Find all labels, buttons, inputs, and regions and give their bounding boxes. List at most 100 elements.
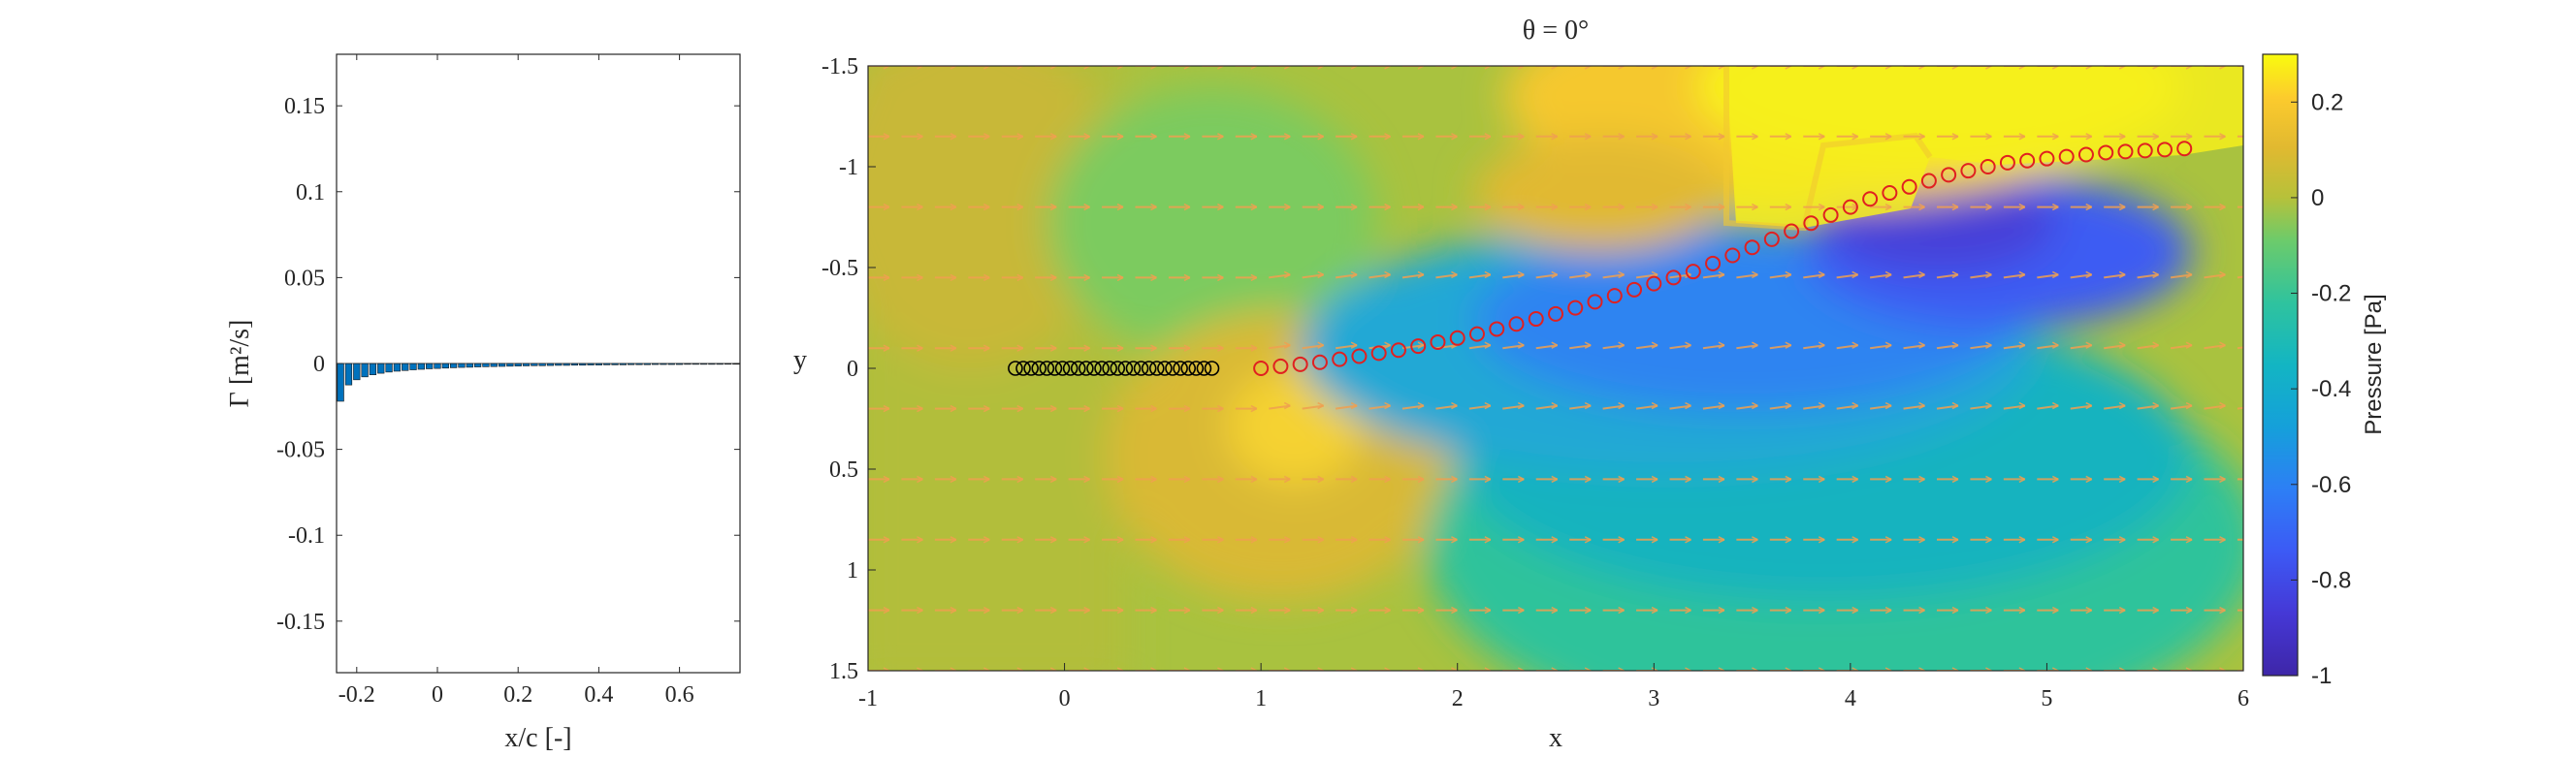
bound-vortex-marker xyxy=(1204,361,1220,376)
circulation-bar xyxy=(337,363,344,402)
velocity-arrowhead xyxy=(1417,203,1425,211)
velocity-arrow xyxy=(1869,344,1892,350)
wake-vortex-marker xyxy=(1567,300,1584,316)
velocity-arrow xyxy=(2170,273,2193,279)
velocity-arrowhead xyxy=(1250,344,1258,352)
velocity-arrowhead xyxy=(1918,475,1925,484)
velocity-arrow xyxy=(1335,344,1358,350)
velocity-arrowhead xyxy=(1718,536,1725,544)
velocity-arrowhead xyxy=(2185,606,2193,615)
colorbar-tick-label: -1 xyxy=(2311,663,2332,689)
velocity-arrowhead xyxy=(1618,475,1625,484)
y-tick-label: 1 xyxy=(847,558,858,584)
velocity-arrowhead xyxy=(1150,606,1157,615)
circulation-x-label: x/c [-] xyxy=(504,723,571,753)
velocity-arrowhead xyxy=(1985,203,1992,211)
velocity-arrowhead xyxy=(2018,341,2026,349)
circulation-bar xyxy=(353,363,361,381)
velocity-arrowhead xyxy=(1951,203,1959,211)
bound-vortex-marker xyxy=(1046,361,1063,376)
velocity-arrowhead xyxy=(1985,536,1992,544)
velocity-arrowhead xyxy=(1283,133,1291,141)
velocity-arrow xyxy=(2137,404,2159,410)
velocity-arrow xyxy=(2037,273,2059,279)
pressure-x-ticks: -1 0 1 2 3 4 5 6 xyxy=(858,663,2249,711)
velocity-arrowhead xyxy=(1016,273,1024,282)
velocity-arrow xyxy=(1302,273,1324,279)
velocity-arrowhead xyxy=(1384,401,1391,410)
velocity-arrowhead xyxy=(1517,401,1525,410)
velocity-arrowhead xyxy=(1651,475,1658,484)
circulation-y-ticks: 0.15 0.1 0.05 0 -0.05 -0.1 -0.15 xyxy=(276,94,740,635)
velocity-arrowhead xyxy=(1116,273,1124,282)
velocity-arrowhead xyxy=(2253,134,2259,140)
velocity-arrowhead xyxy=(1517,341,1525,349)
velocity-arrowhead xyxy=(1852,475,1859,484)
velocity-arrowhead xyxy=(1317,133,1325,141)
x-tick-label: 5 xyxy=(2041,686,2052,711)
velocity-arrowhead xyxy=(1283,401,1291,410)
velocity-arrowhead xyxy=(2018,606,2026,615)
velocity-arrowhead xyxy=(1016,203,1024,211)
velocity-arrowhead xyxy=(2219,270,2226,279)
velocity-arrowhead xyxy=(1918,401,1925,410)
wake-vortex-marker xyxy=(1784,223,1800,239)
velocity-arrow xyxy=(1970,404,1992,410)
velocity-arrowhead xyxy=(1852,133,1859,141)
velocity-arrow xyxy=(1535,404,1558,410)
velocity-arrowhead xyxy=(1217,475,1224,484)
velocity-arrowhead xyxy=(1818,475,1825,484)
velocity-arrowhead xyxy=(1651,606,1658,615)
velocity-arrowhead xyxy=(1685,203,1691,211)
velocity-arrow xyxy=(1903,273,1925,279)
velocity-arrow xyxy=(2037,404,2059,410)
velocity-arrowhead xyxy=(1852,401,1859,410)
velocity-arrow xyxy=(2170,404,2193,410)
wake-vortex-marker xyxy=(1489,321,1505,337)
velocity-arrowhead xyxy=(1150,273,1157,282)
wake-vortex-marker xyxy=(1960,163,1977,179)
velocity-arrow xyxy=(2003,273,2025,279)
velocity-arrow xyxy=(1903,344,1925,350)
velocity-arrowhead xyxy=(982,475,990,484)
velocity-arrowhead xyxy=(2185,133,2193,141)
bound-vortex-marker xyxy=(1148,361,1165,376)
velocity-arrowhead xyxy=(1584,203,1592,211)
velocity-arrowhead xyxy=(1685,401,1691,410)
velocity-arrowhead xyxy=(917,475,923,484)
velocity-arrowhead xyxy=(2253,271,2259,277)
velocity-arrow xyxy=(2070,344,2092,350)
velocity-arrow xyxy=(1669,344,1691,350)
velocity-arrowhead xyxy=(950,475,957,484)
velocity-arrowhead xyxy=(1551,606,1559,615)
velocity-arrow xyxy=(1970,273,1992,279)
x-tick-label: 3 xyxy=(1648,686,1659,711)
velocity-arrowhead xyxy=(917,404,923,413)
velocity-arrowhead xyxy=(1150,536,1157,544)
velocity-arrow xyxy=(1803,273,1825,279)
velocity-arrow xyxy=(2204,344,2226,350)
velocity-arrowhead xyxy=(1584,341,1592,349)
velocity-arrowhead xyxy=(1183,606,1191,615)
velocity-arrowhead xyxy=(1685,536,1691,544)
velocity-arrowhead xyxy=(1083,133,1090,141)
velocity-arrow xyxy=(1502,273,1525,279)
velocity-arrowhead xyxy=(1049,133,1057,141)
velocity-arrowhead xyxy=(1985,475,1992,484)
velocity-arrowhead xyxy=(2051,341,2059,349)
wake-vortex-marker xyxy=(1803,215,1819,232)
velocity-arrowhead xyxy=(1350,606,1358,615)
velocity-arrowhead xyxy=(1517,536,1525,544)
velocity-arrow xyxy=(1302,344,1324,350)
bound-vortices xyxy=(1008,361,1220,376)
velocity-arrowhead xyxy=(950,536,957,544)
bound-vortex-marker xyxy=(1031,361,1047,376)
velocity-arrowhead xyxy=(1317,270,1325,279)
wake-vortex-marker xyxy=(2098,144,2114,161)
velocity-arrow xyxy=(1936,404,1959,410)
circulation-bar xyxy=(490,363,498,367)
velocity-arrowhead xyxy=(1016,536,1024,544)
velocity-arrowhead xyxy=(1951,475,1959,484)
wake-vortex-marker xyxy=(1468,326,1485,342)
bound-vortex-marker xyxy=(1102,361,1117,376)
